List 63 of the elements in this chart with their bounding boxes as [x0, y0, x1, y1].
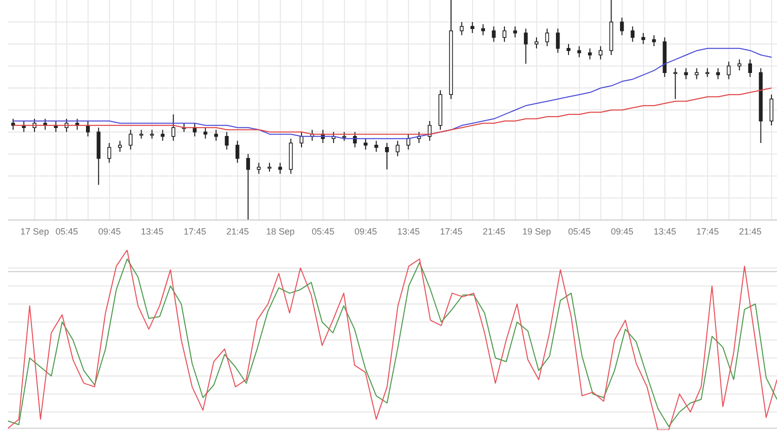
- x-tick-label: 17 Sep: [20, 226, 49, 236]
- candlestick: [513, 26, 518, 38]
- candlestick: [738, 58, 742, 71]
- candlestick: [524, 28, 528, 64]
- candlestick: [492, 26, 496, 42]
- candlestick: [171, 114, 176, 142]
- candlestick: [566, 44, 570, 56]
- candlestick: [726, 61, 731, 80]
- candlestick: [748, 58, 752, 78]
- candlestick: [128, 129, 133, 150]
- x-tick-label: 17:45: [440, 226, 463, 236]
- candlestick: [481, 24, 485, 36]
- x-tick-label: 18 Sep: [266, 226, 295, 236]
- candlestick: [470, 22, 474, 34]
- candlestick: [630, 26, 635, 42]
- x-tick-label: 09:45: [610, 226, 634, 236]
- candlestick: [460, 22, 464, 36]
- candlestick: [652, 34, 656, 47]
- candlestick: [246, 154, 250, 220]
- candlestick: [641, 32, 646, 44]
- candlestick: [11, 118, 16, 130]
- candlestick: [545, 28, 550, 47]
- candlestick: [160, 129, 165, 142]
- candlestick: [684, 68, 688, 80]
- x-tick-label: 09:45: [354, 226, 378, 236]
- candlestick: [86, 120, 90, 137]
- x-tick-label: 05:45: [55, 226, 78, 236]
- candlestick: [107, 142, 112, 164]
- candlestick: [224, 132, 229, 150]
- candlestick: [385, 142, 389, 170]
- candlestick: [577, 46, 582, 58]
- candlestick: [598, 46, 602, 60]
- candlestick: [256, 162, 261, 174]
- candlestick: [374, 140, 378, 152]
- x-tick-label: 09:45: [98, 226, 121, 236]
- x-tick-label: 21:45: [739, 226, 762, 236]
- candlestick: [673, 68, 678, 100]
- candlestick: [396, 140, 400, 157]
- candlestick: [364, 138, 368, 150]
- candlestick: [534, 36, 538, 49]
- x-tick-label: 21:45: [482, 226, 506, 236]
- candlestick: [300, 132, 304, 148]
- candlestick: [770, 94, 774, 126]
- candlestick: [620, 17, 624, 36]
- candlestick: [556, 28, 560, 54]
- candlestick: [203, 127, 208, 140]
- x-tick-label: 13:45: [654, 226, 676, 236]
- candlestick: [716, 68, 720, 80]
- x-tick-label: 05:45: [312, 226, 334, 236]
- x-tick-label: 21:45: [226, 226, 249, 236]
- candlestick: [214, 129, 218, 142]
- candlestick: [694, 68, 699, 80]
- candlestick: [502, 26, 506, 42]
- x-tick-label: 05:45: [568, 226, 591, 236]
- x-tick-label: 17:45: [184, 226, 206, 236]
- x-tick-label: 19 Sep: [522, 226, 551, 236]
- candlestick: [236, 140, 240, 164]
- candlestick: [118, 140, 122, 152]
- candlestick: [278, 162, 282, 174]
- candlestick: [588, 48, 592, 60]
- x-tick-label: 13:45: [140, 226, 164, 236]
- x-tick-label: 13:45: [397, 226, 420, 236]
- x-tick-label: 17:45: [696, 226, 719, 236]
